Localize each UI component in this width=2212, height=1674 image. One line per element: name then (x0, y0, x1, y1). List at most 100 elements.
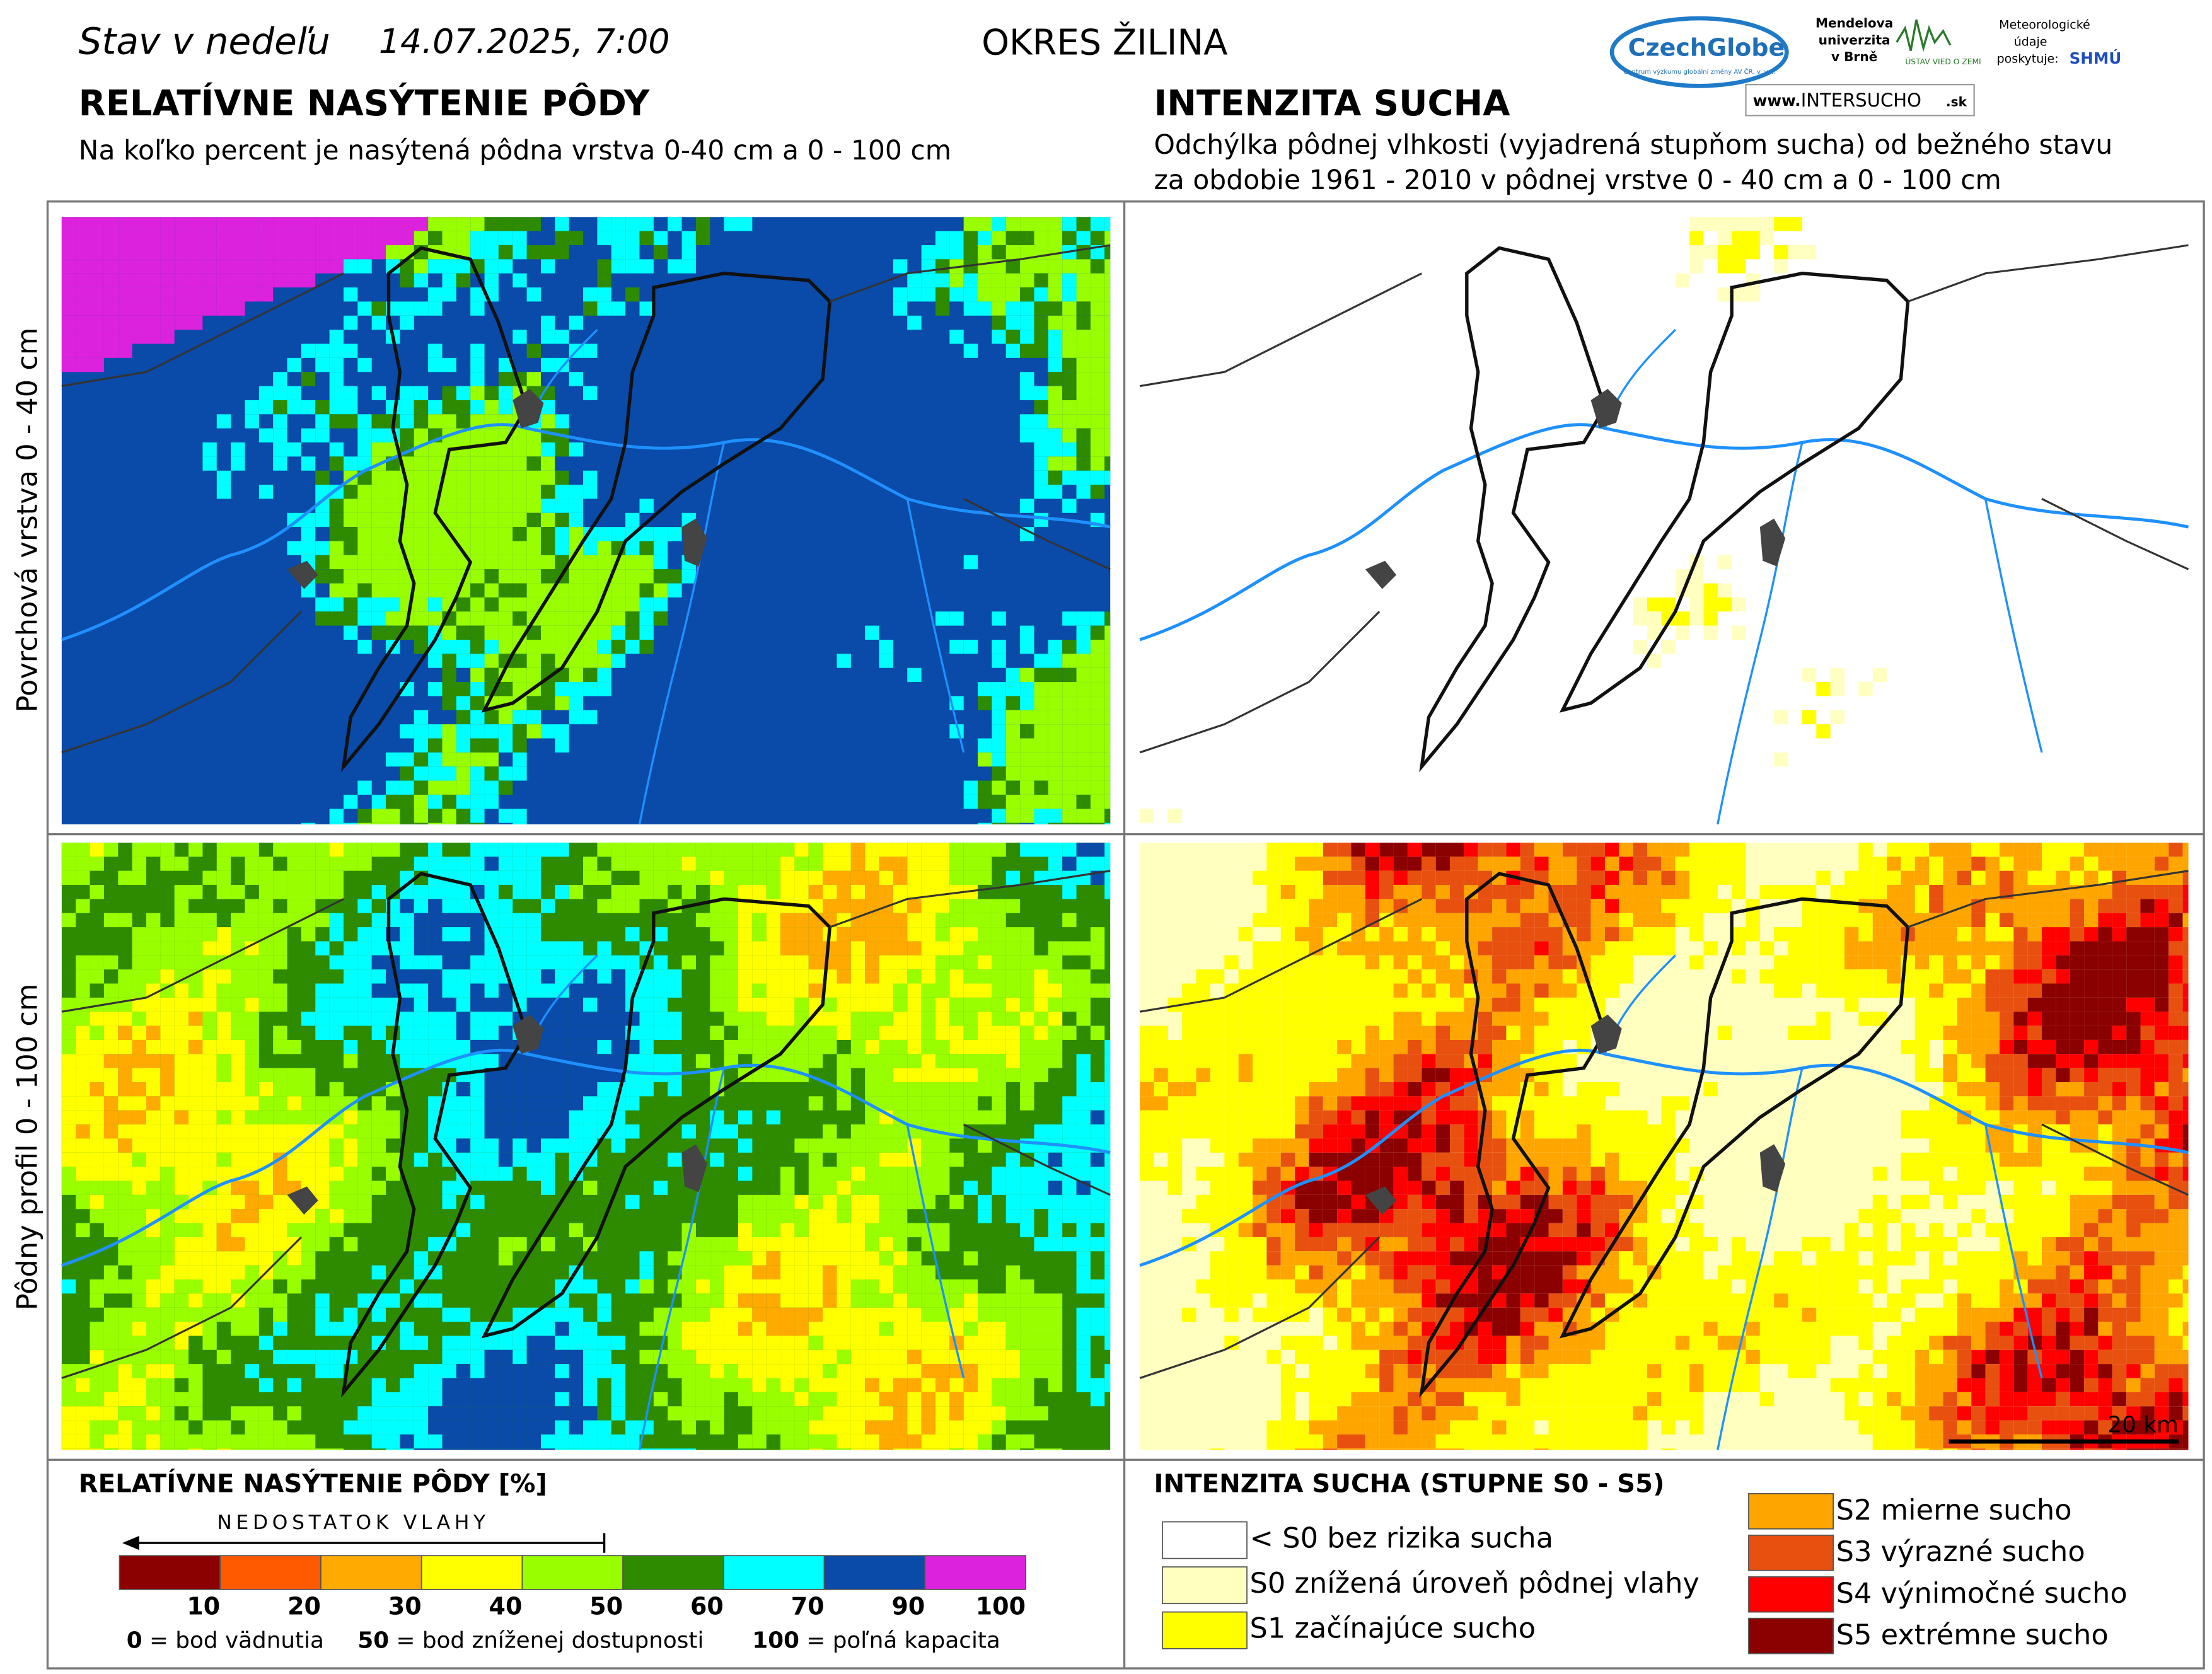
map-cell (1619, 1138, 1633, 1153)
map-cell (2041, 1082, 2056, 1097)
map-cell (625, 569, 640, 584)
map-cell (1295, 1025, 1309, 1040)
map-cell (1985, 955, 2000, 970)
map-cell (386, 1448, 400, 1450)
map-cell (780, 1180, 795, 1195)
map-cell (935, 969, 950, 984)
map-cell (695, 1406, 710, 1421)
map-cell (1034, 1054, 1048, 1068)
map-cell (146, 1265, 161, 1280)
map-cell (76, 1039, 90, 1054)
map-cell (1647, 870, 1662, 886)
map-cell (1365, 870, 1380, 886)
map-cell (174, 1434, 189, 1449)
map-cell (1534, 913, 1549, 928)
map-cell (639, 1349, 654, 1365)
map-cell (442, 913, 456, 928)
map-cell (992, 231, 1006, 246)
map-cell (526, 1124, 541, 1139)
map-cell (428, 724, 443, 739)
map-cell (1076, 1279, 1091, 1294)
map-cell (963, 1180, 978, 1195)
map-cell (273, 1068, 287, 1083)
map-cell (1005, 1406, 1021, 1421)
map-cell (456, 654, 471, 668)
map-cell (681, 1124, 696, 1139)
map-cell (1266, 842, 1281, 857)
map-cell (1020, 667, 1034, 683)
map-cell (1689, 913, 1704, 928)
map-cell (216, 1138, 231, 1153)
map-cell (371, 611, 386, 626)
map-cell (893, 301, 908, 316)
map-cell (357, 809, 372, 823)
map-cell (1661, 927, 1676, 942)
map-cell (907, 870, 922, 886)
map-cell (1076, 1054, 1091, 1068)
map-cell (569, 667, 584, 683)
map-cell (132, 1251, 146, 1266)
map-cell (76, 955, 90, 970)
map-cell (315, 1322, 330, 1336)
map-cell (118, 1251, 132, 1266)
map-cell (1076, 1209, 1091, 1223)
map-cell (935, 1223, 950, 1237)
map-cell (583, 555, 598, 570)
map-cell (512, 442, 527, 457)
map-cell (1196, 1110, 1210, 1125)
map-cell (1196, 1082, 1210, 1097)
map-cell (315, 885, 330, 899)
map-cell (371, 428, 386, 443)
map-cell (2084, 1110, 2099, 1125)
map-cell (428, 941, 443, 955)
map-cell (850, 1180, 866, 1195)
map-cell (1647, 1138, 1662, 1153)
map-cell (2013, 913, 2028, 928)
map-cell (1971, 997, 1986, 1012)
map-cell (752, 1209, 767, 1223)
map-cell (118, 259, 132, 274)
map-cell (540, 400, 555, 415)
map-cell (526, 1068, 541, 1083)
map-cell (174, 1068, 189, 1083)
map-cell (498, 809, 513, 823)
map-cell (935, 1082, 950, 1097)
map-cell (1844, 969, 1859, 984)
map-cell (1020, 245, 1034, 260)
map-cell (1048, 330, 1063, 344)
map-cell (1520, 899, 1535, 913)
map-cell (1435, 1124, 1451, 1139)
map-cell (442, 983, 456, 998)
map-cell (160, 1448, 175, 1450)
right-subtitle: za obdobie 1961 - 2010 v pôdnej vrstve 0… (1154, 165, 2001, 196)
map-cell (540, 499, 555, 513)
map-cell (2182, 941, 2189, 955)
map-cell (1062, 611, 1077, 626)
map-cell (526, 485, 541, 499)
map-cell (865, 927, 879, 942)
map-cell (400, 428, 414, 443)
map-cell (245, 273, 259, 288)
map-cell (1167, 1152, 1183, 1167)
map-cell (442, 1434, 456, 1449)
map-cell (216, 1054, 231, 1068)
logo-note: Centrum výzkumu globální změny AV ČR, v.… (1623, 67, 1775, 76)
map-cell (583, 997, 598, 1012)
map-cell (301, 343, 316, 358)
map-cell (2098, 913, 2112, 928)
map-cell (146, 913, 161, 928)
map-cell (343, 1209, 358, 1223)
map-cell (357, 1293, 372, 1308)
map-cell (1732, 217, 1746, 231)
map-cell (794, 955, 809, 970)
map-cell (2140, 1124, 2155, 1139)
map-cell (540, 941, 555, 955)
map-cell (484, 597, 499, 612)
map-cell (287, 1279, 301, 1294)
map-cell (1210, 1039, 1225, 1054)
map-cell (442, 400, 456, 415)
map-cell (738, 1336, 753, 1350)
map-cell (1520, 941, 1535, 955)
map-cell (315, 842, 330, 857)
map-cell (1020, 1307, 1034, 1322)
